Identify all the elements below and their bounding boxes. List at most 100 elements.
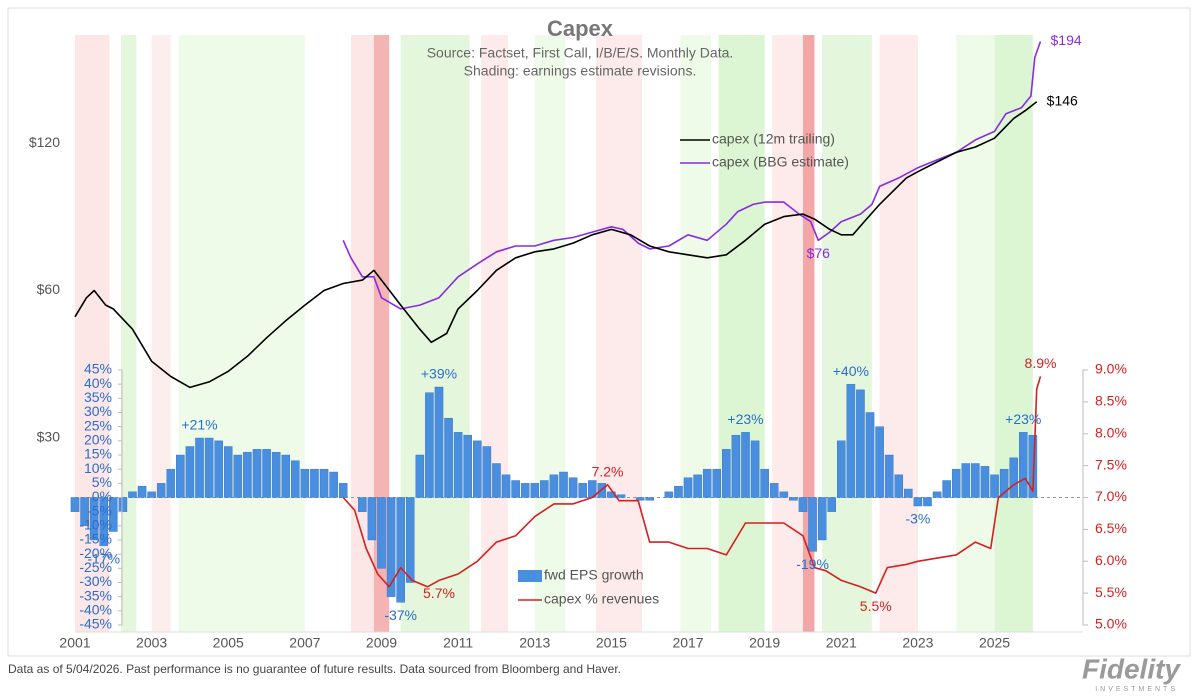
chart-subtitle: Shading: earnings estimate revisions.	[464, 63, 697, 79]
legend-swatch	[518, 570, 542, 582]
bar	[683, 477, 693, 498]
chart-title: Capex	[547, 16, 614, 41]
y-tick-label: $30	[37, 428, 61, 444]
bar	[147, 491, 156, 498]
bar	[779, 491, 789, 498]
bar	[578, 483, 587, 498]
bar	[932, 491, 942, 498]
bar	[70, 497, 80, 512]
y-tick-label: 15%	[84, 446, 112, 462]
y-tick-label: -10%	[79, 517, 112, 533]
shading-band	[120, 35, 137, 632]
y-tick-label: 45%	[84, 361, 112, 377]
bar	[425, 392, 434, 498]
y-tick-label: $120	[29, 134, 60, 150]
bar	[980, 466, 990, 498]
bar	[291, 460, 300, 498]
labels-layer: Capex Source: Factset, First Call, I/B/E…	[8, 16, 1181, 693]
bar	[817, 497, 827, 541]
bar	[769, 483, 779, 498]
bar	[894, 474, 904, 498]
bar	[281, 454, 290, 498]
shading-band	[534, 35, 566, 632]
bar	[233, 454, 243, 498]
y2-tick-label: 6.5%	[1095, 520, 1127, 536]
bar	[741, 432, 750, 498]
bar	[137, 485, 147, 498]
bar	[415, 454, 425, 498]
bar	[156, 483, 166, 498]
bar	[300, 468, 310, 498]
bar	[1009, 457, 1018, 498]
bar	[616, 494, 626, 498]
bar	[109, 497, 118, 532]
shading-layer	[75, 35, 1033, 632]
y-tick-label: -30%	[79, 573, 112, 589]
x-tick-label: 2011	[443, 635, 473, 651]
y-tick-label: -40%	[79, 602, 112, 618]
annotation: $76	[807, 245, 831, 261]
annotation: +40%	[833, 363, 869, 379]
marks-layer	[70, 41, 1083, 603]
bar	[693, 474, 702, 498]
shading-band	[151, 35, 171, 632]
bar	[195, 437, 204, 498]
bar	[367, 497, 377, 541]
logo-subtitle: INVESTMENTS	[1095, 686, 1178, 693]
shading-band	[994, 35, 1033, 632]
legend-label: capex (12m trailing)	[712, 131, 835, 147]
bar	[645, 497, 654, 501]
bar	[396, 497, 405, 603]
bar	[492, 463, 501, 498]
bar	[329, 471, 338, 498]
y2-tick-label: 5.0%	[1095, 616, 1127, 632]
x-tick-label: 2021	[826, 635, 857, 651]
legend-label: capex (BBG estimate)	[712, 154, 849, 170]
bar	[252, 449, 262, 498]
y2-tick-label: 7.5%	[1095, 456, 1127, 472]
annotation: -19%	[796, 556, 829, 572]
bar	[961, 463, 971, 498]
bar	[712, 468, 722, 498]
footnote: Data as of 5/04/2026. Past performance i…	[8, 662, 621, 676]
bar	[453, 432, 463, 498]
bar	[310, 468, 319, 498]
bar	[520, 483, 530, 498]
bar	[559, 471, 568, 498]
y-tick-label: -20%	[79, 545, 112, 561]
annotation: -3%	[905, 511, 930, 527]
bar	[118, 497, 128, 512]
x-tick-label: 2015	[596, 635, 627, 651]
x-tick-label: 2001	[59, 635, 90, 651]
bar	[405, 497, 415, 583]
y-tick-label: -45%	[79, 616, 112, 632]
shading-band	[718, 35, 765, 632]
bar	[846, 383, 856, 498]
bar	[243, 451, 252, 498]
x-tick-label: 2013	[519, 635, 550, 651]
x-tick-label: 2025	[979, 635, 1010, 651]
bar	[923, 497, 932, 507]
bar	[875, 426, 884, 498]
bar	[338, 483, 348, 498]
bar	[271, 451, 281, 498]
bar	[750, 440, 760, 498]
y-tick-label: 10%	[84, 460, 112, 476]
y-tick-label: $60	[37, 281, 61, 297]
bar	[674, 485, 683, 498]
y-tick-label: -5%	[87, 502, 112, 518]
bar	[80, 497, 89, 527]
bar	[319, 468, 329, 498]
annotation: 7.2%	[592, 463, 624, 479]
bar	[865, 412, 875, 498]
line-series	[342, 376, 1042, 594]
bar	[463, 434, 472, 498]
frame	[7, 7, 1191, 657]
y-tick-label: 25%	[84, 417, 112, 433]
bar	[827, 497, 836, 512]
bar	[501, 474, 511, 498]
bar	[702, 468, 712, 498]
x-tick-label: 2005	[213, 635, 244, 651]
y-tick-label: 30%	[84, 403, 112, 419]
